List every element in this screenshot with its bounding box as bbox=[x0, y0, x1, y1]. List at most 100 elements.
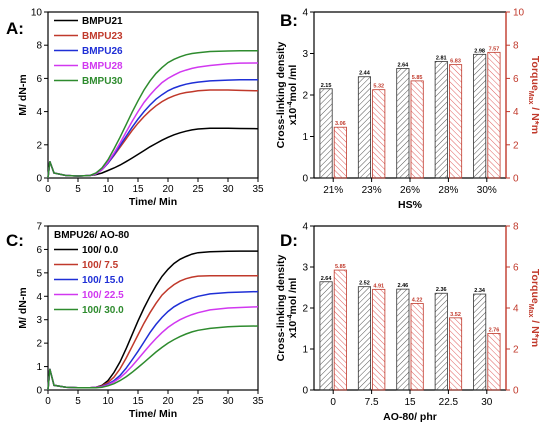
y-axis-label-x10: x10 bbox=[287, 108, 299, 126]
bar-torque bbox=[333, 126, 347, 179]
bar-crosslink bbox=[357, 286, 372, 391]
x-tick-label: 0 bbox=[45, 396, 51, 407]
bar-torque-label: 5.85 bbox=[412, 75, 423, 81]
x-tick-label: 25 bbox=[192, 396, 204, 407]
x-tick-label: 35 bbox=[252, 184, 264, 195]
x-tick-label: 10 bbox=[102, 396, 114, 407]
y2-tick-label: 0 bbox=[513, 386, 519, 397]
y-axis-label: Cross-linking density bbox=[275, 41, 287, 148]
y-tick-label: 4 bbox=[36, 107, 42, 118]
bar-torque bbox=[448, 64, 463, 179]
series-line-3 bbox=[47, 306, 259, 391]
y2-axis-label-sub: Max bbox=[527, 304, 534, 318]
y-tick-label: 7 bbox=[36, 222, 42, 233]
y-tick-label: 3 bbox=[302, 49, 308, 60]
y-tick-label: 1 bbox=[302, 345, 308, 356]
bar-crosslink bbox=[396, 288, 410, 391]
x-tick-label: 5 bbox=[75, 396, 81, 407]
y2-axis-label-sub: Max bbox=[527, 91, 534, 105]
bar-torque-label: 2.76 bbox=[489, 327, 500, 333]
y2-tick-label: 2 bbox=[513, 140, 519, 151]
x-tick-label: 25 bbox=[192, 184, 204, 195]
y-axis-label: Cross-linking density bbox=[275, 254, 287, 361]
x-tick-label: 15 bbox=[132, 184, 144, 195]
y-tick-label: 8 bbox=[36, 41, 42, 52]
bar-torque bbox=[410, 303, 424, 391]
chart-b: B: 0 1 2 3 4 0 2 4 6 8 10 21% 23% 26% 28% 30% 2.15 3.06 2.4… bbox=[275, 8, 541, 212]
legend-entry: 100/ 30.0 bbox=[82, 305, 124, 316]
x-axis-label: HS% bbox=[398, 199, 423, 211]
bar-torque-label: 4.22 bbox=[412, 297, 423, 303]
y-axis-label-exp: -4 bbox=[287, 314, 294, 320]
legend-entry: BMPU26 bbox=[82, 46, 123, 57]
bar-crosslink-label: 2.46 bbox=[397, 283, 408, 289]
bar-crosslink bbox=[434, 292, 448, 391]
legend-title: BMPU26/ AO-80 bbox=[54, 230, 130, 241]
y-axis-label-unit: mol /ml bbox=[287, 65, 299, 102]
y-axis-label: M/ dN-m bbox=[17, 74, 29, 115]
bar-torque bbox=[487, 51, 501, 179]
y2-tick-label: 2 bbox=[513, 345, 519, 356]
y-tick-label: 6 bbox=[36, 245, 42, 256]
legend-entry: BMPU30 bbox=[82, 76, 123, 87]
bar-torque-label: 3.06 bbox=[335, 121, 346, 127]
bar-torque bbox=[448, 317, 463, 391]
x-tick-label: 35 bbox=[252, 396, 264, 407]
x-axis-label: Time/ Min bbox=[129, 196, 177, 208]
bar-crosslink-label: 2.98 bbox=[474, 48, 485, 54]
y-tick-label: 4 bbox=[302, 222, 308, 233]
bar-torque-label: 3.52 bbox=[450, 312, 461, 318]
bar-torque-label: 6.83 bbox=[450, 59, 461, 65]
x-tick-label: 7.5 bbox=[365, 397, 379, 408]
series-line-4 bbox=[47, 325, 259, 391]
y2-axis-label: TorqueMax / N*m bbox=[527, 269, 541, 347]
legend-entry: 100/ 0.0 bbox=[82, 245, 119, 256]
bar-torque bbox=[372, 89, 386, 179]
y-tick-label: 0 bbox=[36, 386, 42, 397]
bar-crosslink bbox=[434, 60, 448, 179]
y-tick-label: 1 bbox=[302, 132, 308, 143]
legend-entry: BMPU28 bbox=[82, 61, 123, 72]
legend-entry: BMPU21 bbox=[82, 16, 123, 27]
y-tick-label: 4 bbox=[302, 8, 308, 19]
x-tick-label: 30 bbox=[222, 396, 234, 407]
y2-axis-label-unit: / N*m bbox=[529, 104, 541, 134]
y2-tick-label: 6 bbox=[513, 263, 519, 274]
y2-axis-label-main: Torque bbox=[529, 269, 541, 304]
y-tick-label: 2 bbox=[302, 304, 308, 315]
y-tick-label: 5 bbox=[36, 268, 42, 279]
bar-crosslink bbox=[319, 88, 333, 179]
y-tick-label: 6 bbox=[36, 74, 42, 85]
bar-crosslink-label: 2.64 bbox=[397, 62, 409, 68]
y2-tick-label: 8 bbox=[513, 222, 519, 233]
x-tick-label: 23% bbox=[362, 185, 382, 196]
bar-crosslink-label: 2.34 bbox=[474, 288, 486, 294]
x-tick-label: 30% bbox=[477, 185, 497, 196]
bar-torque bbox=[410, 80, 424, 179]
x-tick-label: 30 bbox=[481, 397, 493, 408]
y2-axis-label-main: Torque bbox=[529, 56, 541, 91]
y-tick-label: 2 bbox=[36, 339, 42, 350]
x-tick-label: 15 bbox=[132, 396, 144, 407]
y-tick-label: 0 bbox=[302, 174, 308, 185]
y2-axis-label-unit: / N*m bbox=[529, 317, 541, 347]
x-tick-label: 20 bbox=[162, 184, 174, 195]
y2-tick-label: 4 bbox=[513, 107, 519, 118]
y-axis-label-exp: -4 bbox=[287, 101, 294, 107]
y-axis-label-line2: x10-4mol /ml bbox=[287, 278, 299, 339]
x-tick-label: 21% bbox=[323, 185, 343, 196]
bar-crosslink bbox=[357, 76, 372, 179]
bar-crosslink bbox=[473, 293, 487, 391]
bar-torque bbox=[487, 333, 501, 391]
bar-torque-label: 5.32 bbox=[373, 84, 384, 90]
y2-tick-label: 6 bbox=[513, 74, 519, 85]
y-axis-label-x10: x10 bbox=[287, 321, 299, 339]
series-line-4 bbox=[47, 50, 258, 179]
y-axis-label-unit: mol /ml bbox=[287, 278, 299, 315]
x-tick-label: 20 bbox=[162, 396, 174, 407]
y-tick-label: 0 bbox=[36, 174, 42, 185]
series-line-0 bbox=[47, 250, 258, 391]
y-tick-label: 0 bbox=[302, 386, 308, 397]
bar-crosslink-label: 2.81 bbox=[436, 55, 447, 61]
